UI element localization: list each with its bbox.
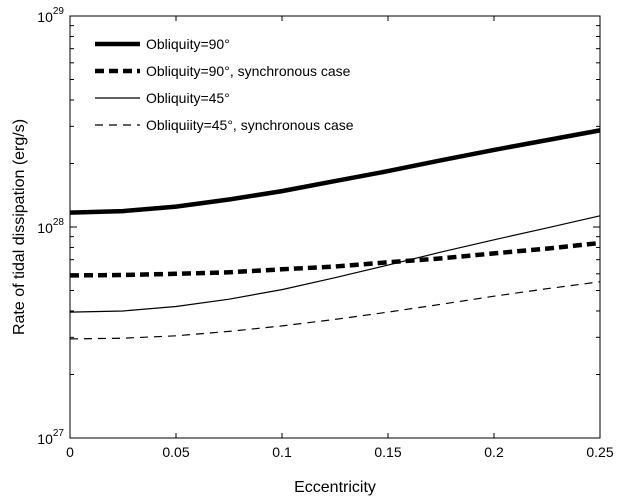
x-tick-label-3: 0.15 <box>374 444 401 460</box>
series-line-1 <box>69 128 601 215</box>
y-tick-label-0: 1027 <box>37 428 64 447</box>
x-tick-label-2: 0.1 <box>272 444 292 460</box>
x-tick-label-5: 0.25 <box>586 444 613 460</box>
x-tick-label-1: 0.05 <box>162 444 189 460</box>
y-tick-label-2: 1029 <box>37 6 64 25</box>
plot-area <box>69 15 601 439</box>
x-tick-label-0: 0 <box>66 444 74 460</box>
x-axis-label: Eccentricity <box>294 479 376 496</box>
legend-label-4: Obliquiity=45°, synchronous case <box>146 117 354 133</box>
series-layer <box>69 128 601 340</box>
y-axis-label: Rate of tidal dissipation (erg/s) <box>11 119 28 335</box>
series-line-3 <box>69 215 601 313</box>
legend: Obliquity=90° Obliquity=90°, synchronous … <box>95 36 354 133</box>
series-line-4 <box>69 281 601 340</box>
y-tick-label-1: 1028 <box>37 217 64 236</box>
legend-label-2: Obliquity=90°, synchronous case <box>146 63 351 79</box>
series-line-2 <box>69 240 601 278</box>
legend-label-3: Obliquity=45° <box>146 90 230 106</box>
legend-label-1: Obliquity=90° <box>146 36 230 52</box>
ticks-layer: 0 0.05 0.1 0.15 0.2 0.25 1027 1028 1029 <box>37 6 614 460</box>
x-tick-label-4: 0.2 <box>484 444 504 460</box>
